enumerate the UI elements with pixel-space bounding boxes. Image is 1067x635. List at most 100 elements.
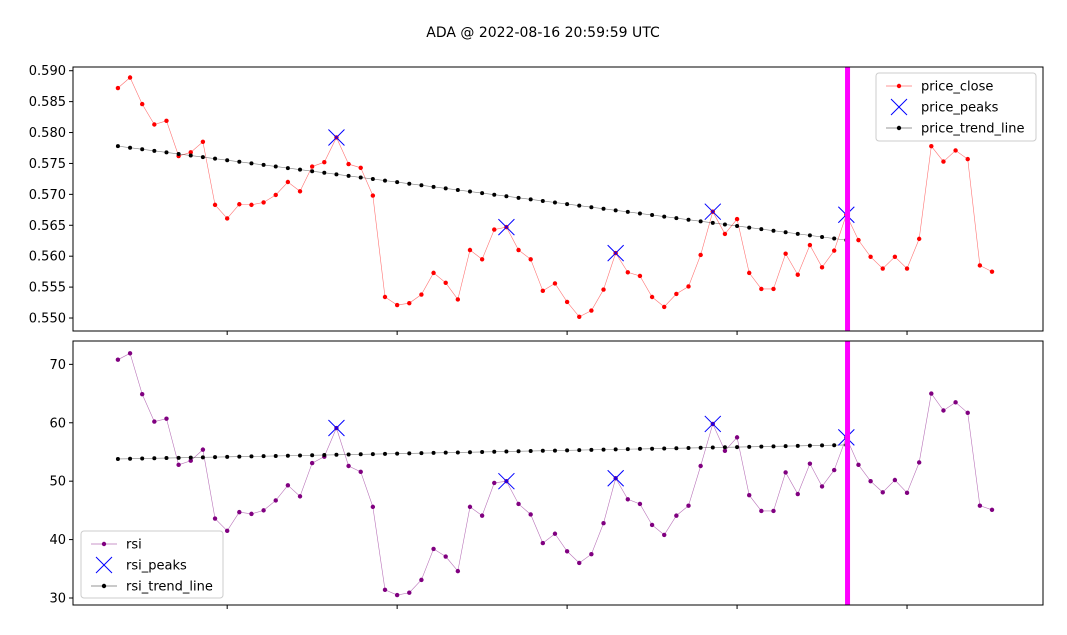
legend-price_close-point	[896, 83, 902, 89]
price_close-point	[953, 148, 958, 153]
rsi_trend_line-point	[710, 445, 715, 450]
rsi_trend_line-point	[759, 444, 764, 449]
price_trend_line-point	[601, 206, 606, 211]
rsi-point	[212, 516, 218, 521]
rsi_trend_line-point	[334, 452, 339, 457]
rsi_trend_line-point	[735, 445, 740, 450]
rsi_trend_line-point	[467, 450, 472, 455]
rsi-point	[139, 391, 145, 397]
price_trend_line-point	[832, 236, 837, 241]
price_close-point	[419, 292, 424, 297]
rsi-point	[479, 513, 485, 518]
price_trend_line-point	[577, 203, 582, 208]
rsi_trend_line-point	[200, 455, 205, 460]
rsi_trend_line-point	[176, 455, 181, 460]
price_trend_line-point	[358, 175, 363, 180]
price_trend_line-point	[613, 208, 618, 213]
rsi-point	[856, 462, 861, 468]
rsi-point	[249, 511, 254, 517]
rsi-point	[564, 549, 570, 554]
price_close-point	[662, 304, 667, 310]
rsi_trend_line-point	[625, 447, 630, 452]
y-tick-label: 0.590	[29, 64, 66, 79]
legend-label-price_peaks: price_peaks	[921, 101, 999, 116]
legend-price_peaks-marker	[890, 98, 908, 116]
price_close-line	[117, 77, 993, 318]
y-tick-label: 70	[49, 358, 66, 373]
price_trend_line-point	[200, 155, 205, 160]
price_close-point	[249, 202, 254, 208]
price_trend_line-point	[747, 225, 752, 230]
price_trend_line-point	[771, 228, 776, 233]
rsi_trend_line-point	[285, 453, 290, 458]
price_trend_line-point	[164, 150, 169, 155]
rsi-point	[662, 532, 667, 538]
rsi_trend_line-point	[322, 453, 327, 458]
rsi-point	[637, 501, 643, 507]
rsi-point	[188, 458, 193, 463]
price_trend_line-point	[370, 177, 375, 182]
rsi-line	[117, 352, 993, 596]
rsi-point	[540, 540, 546, 546]
rsi-point	[467, 504, 473, 510]
y-tick-label: 0.565	[29, 219, 66, 234]
rsi-point	[552, 531, 558, 536]
rsi-point	[237, 509, 242, 515]
rsi-point	[868, 478, 873, 484]
rsi_trend_line-point	[346, 452, 351, 457]
legend-label-rsi_trend_line: rsi_trend_line	[126, 580, 213, 595]
rsi_trend_line-point	[140, 456, 145, 461]
rsi_trend_line-point	[589, 447, 594, 452]
price_trend_line-point	[395, 180, 400, 185]
price_trend_line-point	[443, 186, 448, 191]
price_trend_line-point	[625, 209, 630, 214]
rsi-point	[455, 568, 461, 574]
rsi-point	[152, 419, 157, 424]
price_close-point	[989, 269, 995, 274]
price_close-point	[929, 143, 934, 149]
price_trend_line-point	[492, 192, 497, 197]
rsi_trend_line-point	[662, 446, 667, 451]
price_close-point	[237, 202, 242, 207]
rsi-point	[285, 483, 291, 488]
rsi-point	[601, 521, 606, 526]
price_trend_line-point	[431, 184, 436, 189]
price_trend_line-point	[722, 222, 727, 227]
price_close-point	[370, 193, 376, 198]
rsi-point	[261, 508, 266, 513]
rsi-point	[941, 408, 946, 413]
price_close-point	[904, 266, 910, 271]
price_trend_line-point	[140, 147, 145, 152]
rsi_trend_line-point	[213, 455, 218, 460]
rsi_trend_line-point	[164, 456, 169, 461]
price_close-point	[831, 248, 837, 253]
rsi-point	[492, 480, 497, 486]
rsi_peaks-marker	[704, 415, 722, 433]
price_trend_line-point	[710, 220, 715, 225]
y-tick-label: 0.585	[29, 95, 66, 110]
rsi_trend_line-point	[577, 448, 582, 453]
price_close-point	[224, 216, 230, 221]
rsi-point	[370, 504, 376, 510]
rsi_trend_line-point	[747, 444, 752, 449]
price_close-point	[771, 286, 776, 292]
rsi-point	[382, 587, 388, 593]
price_trend_line-point	[285, 166, 290, 171]
rsi_trend_line-point	[443, 450, 448, 455]
price_close-point	[492, 227, 497, 232]
price_trend_line-point	[346, 173, 351, 178]
price_trend_line-point	[589, 205, 594, 210]
rsi_trend_line-point	[686, 446, 691, 451]
price_close-point	[674, 291, 679, 297]
price_close-point	[407, 300, 412, 306]
price_trend_line-point	[686, 217, 691, 222]
y-tick-label: 30	[49, 591, 66, 606]
price_close-point	[309, 164, 315, 169]
y-tick-label: 60	[49, 416, 66, 431]
price_close-point	[698, 252, 703, 258]
price_trend_line-point	[273, 164, 278, 169]
price_close-point	[734, 216, 740, 222]
y-tick-label: 50	[49, 475, 66, 490]
price_close-point	[516, 247, 521, 253]
